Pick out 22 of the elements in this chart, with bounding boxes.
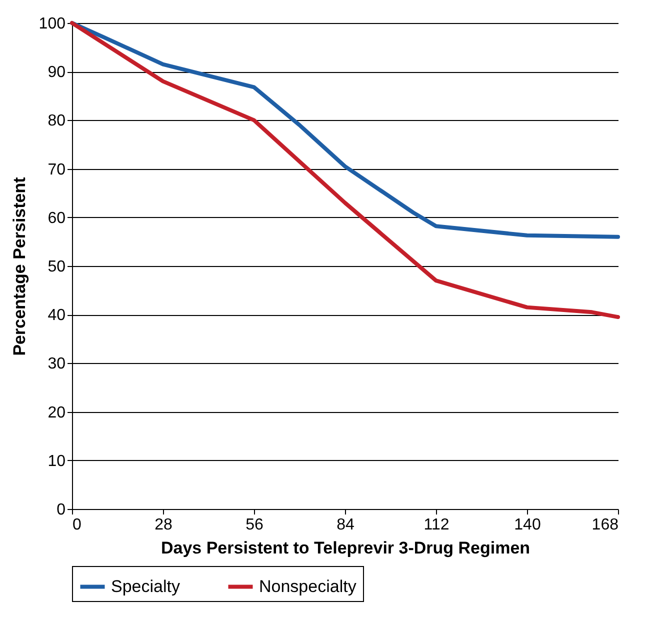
x-tick-label: 0 (72, 516, 82, 534)
x-axis-title: Days Persistent to Teleprevir 3-Drug Regimen (160, 538, 530, 558)
legend-label: Nonspecialty (259, 576, 357, 596)
y-tick-label: 70 (48, 161, 66, 178)
x-tick-label: 84 (336, 516, 354, 534)
y-tick-label: 90 (48, 64, 66, 82)
y-tick-label: 40 (48, 307, 66, 324)
x-tick-label: 140 (514, 516, 541, 534)
y-tick-label: 100 (38, 16, 66, 32)
x-tick-label: 168 (592, 516, 619, 534)
y-tick-label: 50 (48, 258, 66, 276)
y-tick-label: 30 (48, 356, 66, 373)
y-tick-label: 0 (56, 502, 66, 518)
x-tick-label: 112 (424, 516, 450, 534)
y-axis-title: Percentage Persistent (10, 176, 29, 356)
y-tick-label: 80 (48, 112, 66, 130)
legend-label: Specialty (111, 576, 180, 596)
x-tick-label: 56 (246, 516, 264, 534)
x-tick-label: 28 (154, 516, 172, 534)
y-tick-label: 10 (48, 452, 66, 470)
y-tick-label: 60 (48, 210, 66, 227)
y-tick-label: 20 (48, 404, 66, 422)
